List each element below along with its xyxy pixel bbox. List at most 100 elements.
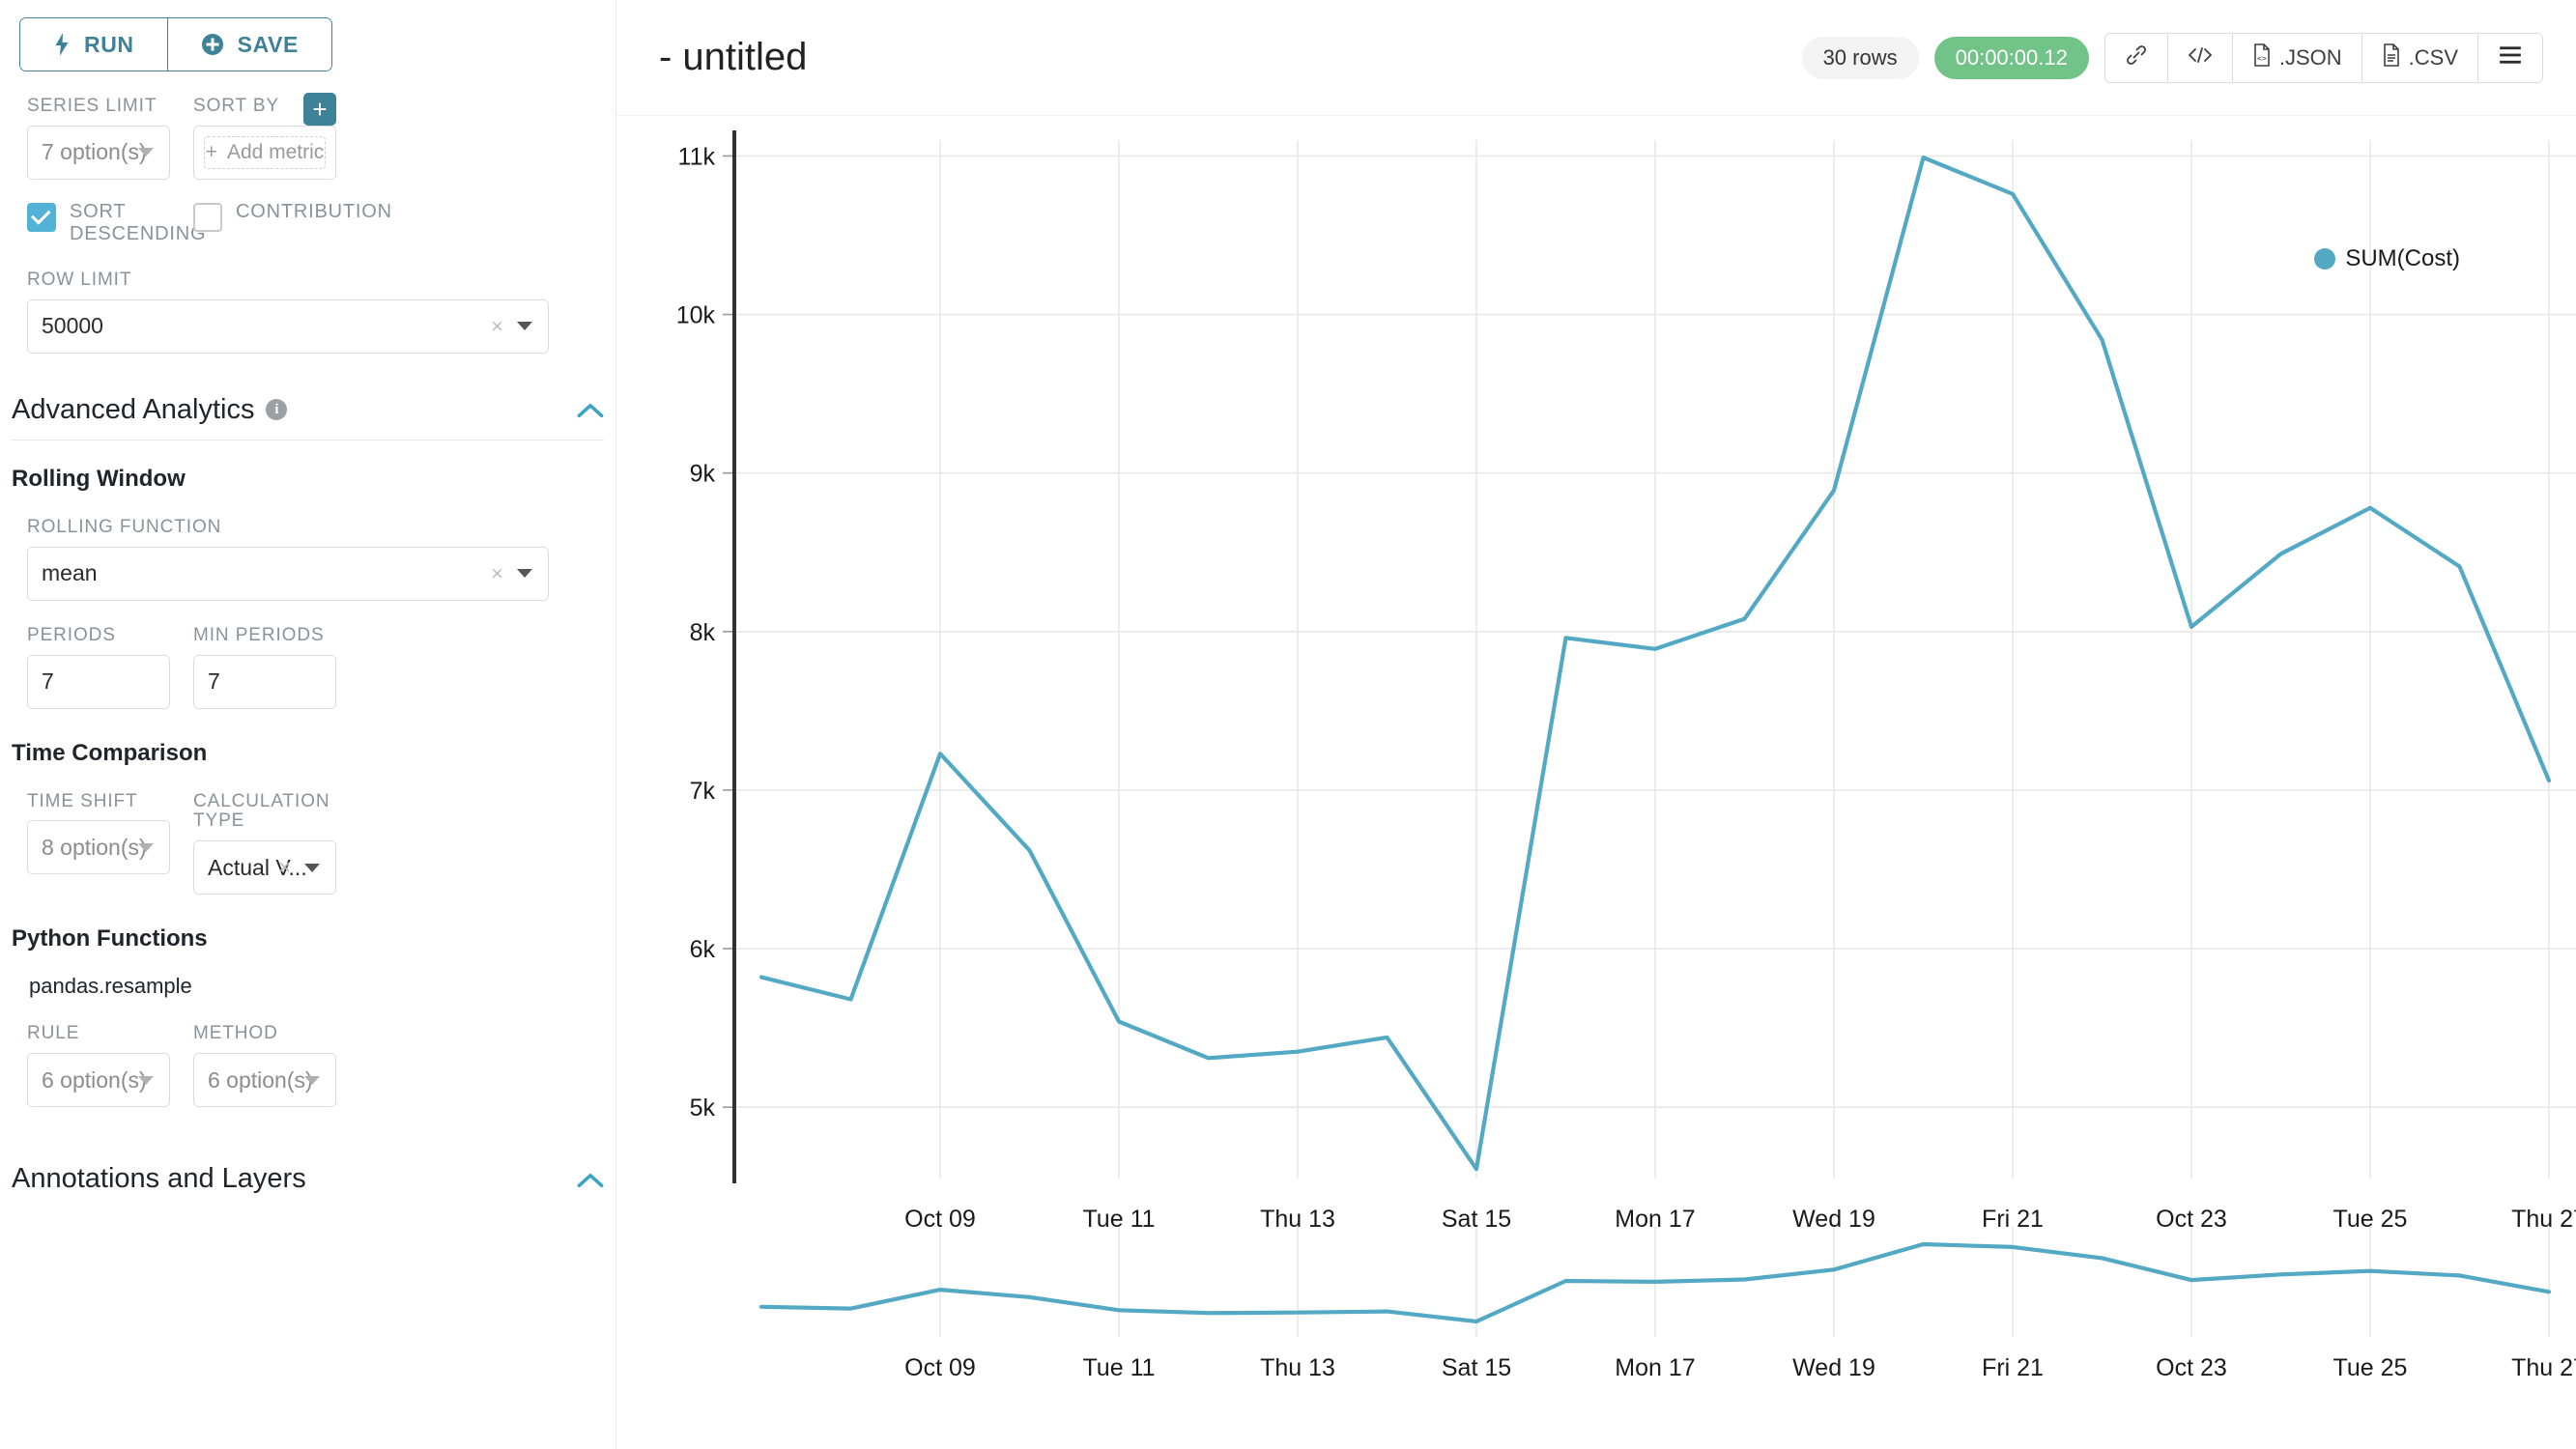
rule-value: 6 option(s) xyxy=(42,1066,147,1093)
time-shift-field: TIME SHIFT 8 option(s) xyxy=(27,791,170,895)
svg-text:Mon 17: Mon 17 xyxy=(1615,1354,1695,1381)
svg-text:10k: 10k xyxy=(676,302,716,329)
query-timer-badge: 00:00:00.12 xyxy=(1933,36,2089,79)
python-functions-body: RULE 6 option(s) METHOD 6 option(s) xyxy=(0,999,615,1108)
clear-icon[interactable]: × xyxy=(491,313,503,338)
line-chart-svg[interactable]: 5k 6k 7k 8k 9k 10k 11k Oct 09 Tue 11 Thu 13 Sat 15… xyxy=(616,116,2576,1449)
checkbox-row: SORT DESCENDING CONTRIBUTION xyxy=(27,180,588,245)
method-field: METHOD 6 option(s) xyxy=(193,1023,336,1108)
rule-select[interactable]: 6 option(s) xyxy=(27,1053,170,1108)
chart-menu-button[interactable] xyxy=(2478,33,2542,82)
method-value: 6 option(s) xyxy=(208,1066,313,1093)
time-comparison-body: TIME SHIFT 8 option(s) CALCULATION TYPE … xyxy=(0,767,615,895)
annotations-layers-section-header[interactable]: Annotations and Layers xyxy=(0,1163,615,1195)
copy-link-button[interactable] xyxy=(2104,33,2168,82)
svg-text:6k: 6k xyxy=(690,936,716,963)
method-label: METHOD xyxy=(193,1023,278,1044)
series-limit-select[interactable]: 7 option(s) xyxy=(27,125,170,180)
json-file-icon: <> xyxy=(2252,43,2272,72)
sort-descending-checkbox[interactable] xyxy=(27,202,56,232)
legend-label: SUM(Cost) xyxy=(2345,245,2460,271)
bolt-icon xyxy=(53,33,71,56)
download-csv-label: .CSV xyxy=(2408,44,2458,70)
svg-text:Oct 23: Oct 23 xyxy=(2156,1354,2227,1381)
advanced-analytics-section-header[interactable]: Advanced Analytics i xyxy=(0,394,615,426)
add-metric-label: Add metric xyxy=(226,140,325,163)
annotations-layers-title-wrap: Annotations and Layers xyxy=(12,1163,306,1195)
chevron-down-icon xyxy=(304,863,320,872)
method-select[interactable]: 6 option(s) xyxy=(193,1053,336,1108)
run-save-toolbar: RUN SAVE xyxy=(0,0,615,71)
row-limit-value: 50000 xyxy=(42,313,103,339)
advanced-analytics-title: Advanced Analytics xyxy=(12,393,255,425)
chevron-down-icon xyxy=(138,842,154,852)
min-periods-input[interactable]: 7 xyxy=(193,654,336,709)
min-periods-field: MIN PERIODS 7 xyxy=(193,625,336,709)
save-button[interactable]: SAVE xyxy=(167,18,331,71)
page-title[interactable]: - untitled xyxy=(659,36,808,78)
series-limit-field: SERIES LIMIT 7 option(s) xyxy=(27,96,170,180)
download-json-button[interactable]: <> .JSON xyxy=(2232,33,2362,82)
row-limit-label: ROW LIMIT xyxy=(27,269,132,290)
sort-by-label: SORT BY xyxy=(193,96,280,116)
contribution-checkbox[interactable] xyxy=(193,202,222,232)
svg-text:Thu 27: Thu 27 xyxy=(2511,1354,2576,1381)
calculation-type-select[interactable]: Actual V... × xyxy=(193,840,336,895)
toolbar-divider xyxy=(166,18,168,71)
svg-text:Thu 27: Thu 27 xyxy=(2511,1206,2576,1233)
sort-by-dropzone[interactable]: + Add metric xyxy=(193,125,336,180)
svg-text:Tue 25: Tue 25 xyxy=(2333,1354,2408,1381)
control-panel-sidebar: RUN SAVE SERIES xyxy=(0,0,616,1449)
chart-legend[interactable]: SUM(Cost) xyxy=(2314,245,2460,272)
chart-panel: - untitled 30 rows 00:00:00.12 xyxy=(616,0,2576,1449)
svg-text:9k: 9k xyxy=(690,461,716,488)
periods-input[interactable]: 7 xyxy=(27,654,170,709)
svg-text:11k: 11k xyxy=(678,143,716,170)
chevron-up-icon[interactable] xyxy=(577,1167,604,1192)
min-periods-value: 7 xyxy=(208,668,220,695)
chart-plot-area: SUM(Cost) 5k 6k 7k 8k 9k 10k 11k Oct 09 Tue 11 Th… xyxy=(616,116,2576,1449)
rolling-function-value: mean xyxy=(42,560,98,586)
svg-text:Thu 13: Thu 13 xyxy=(1260,1354,1335,1381)
chevron-down-icon xyxy=(304,1075,320,1085)
chevron-up-icon[interactable] xyxy=(577,397,604,422)
annotations-layers-title: Annotations and Layers xyxy=(12,1163,306,1195)
svg-text:7k: 7k xyxy=(690,778,716,805)
sort-descending-checkbox-row[interactable]: SORT DESCENDING xyxy=(27,201,206,245)
svg-text:Sat 15: Sat 15 xyxy=(1442,1354,1511,1381)
sort-by-field: SORT BY + + Add metric xyxy=(193,93,336,180)
rule-field: RULE 6 option(s) xyxy=(27,1023,170,1108)
chevron-down-icon xyxy=(517,322,532,331)
rolling-window-body: ROLLING FUNCTION mean × PERIODS 7 MIN PE… xyxy=(0,517,615,709)
clear-icon[interactable]: × xyxy=(491,560,503,585)
periods-label: PERIODS xyxy=(27,624,116,645)
rolling-function-select[interactable]: mean × xyxy=(27,546,549,601)
series-limit-label: SERIES LIMIT xyxy=(27,96,157,116)
clear-icon[interactable]: × xyxy=(278,855,291,880)
resample-row: RULE 6 option(s) METHOD 6 option(s) xyxy=(27,999,588,1108)
python-functions-title: Python Functions xyxy=(12,925,208,952)
rule-label: RULE xyxy=(27,1023,80,1044)
time-shift-value: 8 option(s) xyxy=(42,834,147,860)
add-sort-metric-button[interactable]: + xyxy=(303,93,336,126)
download-json-label: .JSON xyxy=(2278,44,2342,70)
svg-text:Fri 21: Fri 21 xyxy=(1982,1354,2044,1381)
svg-text:<>: <> xyxy=(2257,54,2267,63)
time-comparison-title: Time Comparison xyxy=(12,739,208,766)
time-shift-select[interactable]: 8 option(s) xyxy=(27,820,170,875)
rolling-function-field: ROLLING FUNCTION mean × xyxy=(27,517,549,601)
code-icon xyxy=(2188,45,2213,71)
run-button[interactable]: RUN xyxy=(20,18,167,71)
add-metric-button[interactable]: + Add metric xyxy=(204,135,326,169)
chevron-down-icon xyxy=(138,1075,154,1085)
contribution-checkbox-row[interactable]: CONTRIBUTION xyxy=(193,201,391,245)
download-csv-button[interactable]: .CSV xyxy=(2361,33,2478,82)
chevron-down-icon xyxy=(138,148,154,157)
series-limit-value: 7 option(s) xyxy=(42,139,147,165)
svg-text:Tue 11: Tue 11 xyxy=(1082,1354,1155,1381)
embed-code-button[interactable] xyxy=(2167,33,2233,82)
chart-action-button-group: <> .JSON .CSV xyxy=(2104,32,2543,83)
info-icon[interactable]: i xyxy=(266,399,288,421)
row-limit-select[interactable]: 50000 × xyxy=(27,298,549,354)
